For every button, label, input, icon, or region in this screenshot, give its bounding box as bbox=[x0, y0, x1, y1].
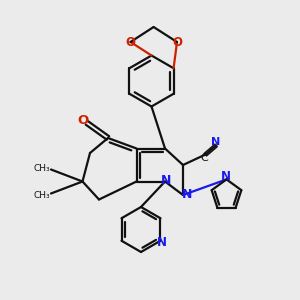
Text: N: N bbox=[182, 188, 192, 202]
Text: N: N bbox=[221, 170, 231, 184]
Text: O: O bbox=[172, 35, 182, 49]
Text: N: N bbox=[157, 236, 167, 249]
Text: N: N bbox=[161, 173, 172, 187]
Text: N: N bbox=[212, 137, 220, 147]
Text: O: O bbox=[77, 113, 88, 127]
Text: O: O bbox=[125, 35, 136, 49]
Text: CH₃: CH₃ bbox=[33, 190, 50, 200]
Text: C: C bbox=[200, 153, 208, 163]
Text: CH₃: CH₃ bbox=[33, 164, 50, 172]
